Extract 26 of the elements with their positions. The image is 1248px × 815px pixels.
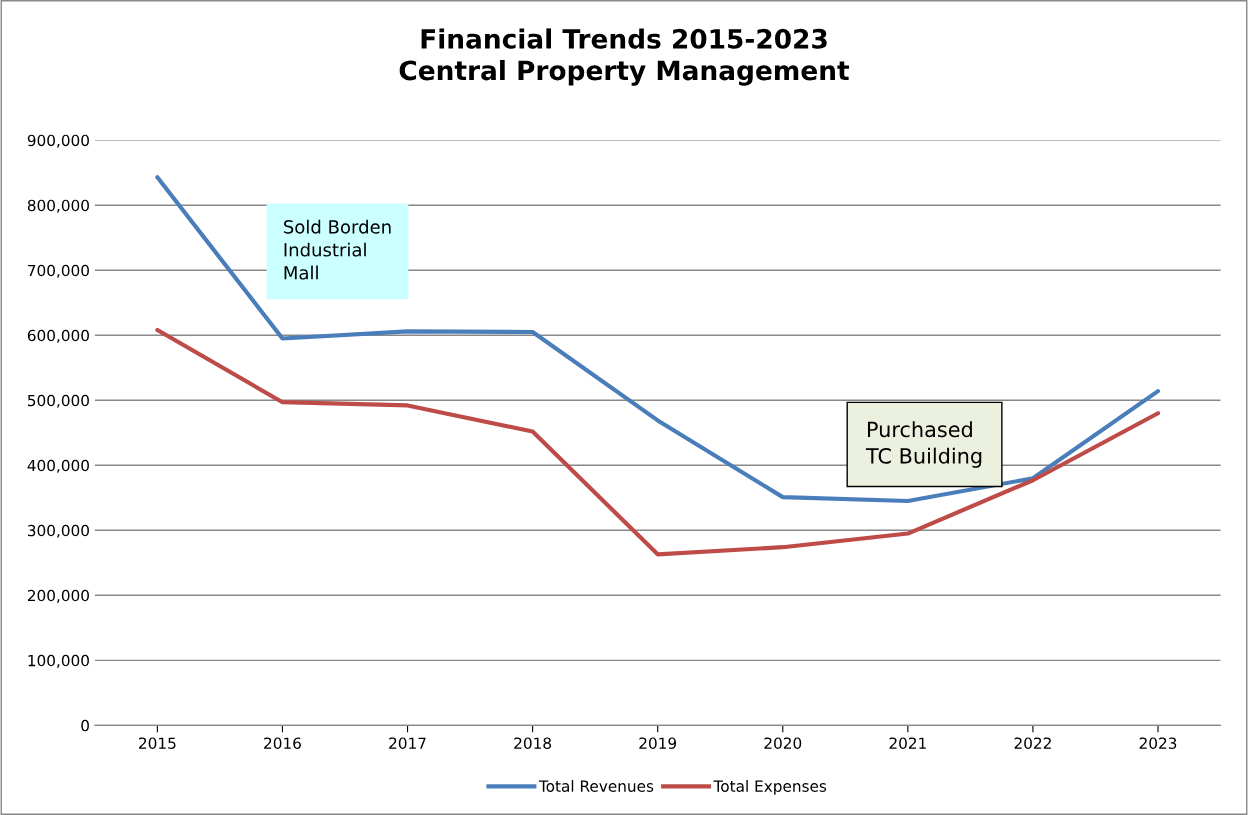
x-tick-label: 2023 <box>1139 737 1177 749</box>
line-series <box>155 327 1161 557</box>
x-tick-label: 2022 <box>1014 737 1051 749</box>
annotation: Purchased TC Building <box>865 421 982 468</box>
chart-title: Financial Trends 2015-2023 Central Property Management <box>399 28 850 86</box>
x-tick-label: 2018 <box>514 737 552 749</box>
y-tick-label: 300,000 <box>27 524 89 538</box>
y-tick-label: 800,000 <box>27 199 89 213</box>
legend-label: Total Revenues <box>538 780 654 792</box>
x-tick-label: 2020 <box>764 737 802 749</box>
y-tick-label: 400,000 <box>27 459 89 473</box>
annotation: Sold Borden Industrial Mall <box>284 219 391 280</box>
x-tick-label: 2019 <box>639 737 677 749</box>
x-tick-label: 2016 <box>264 737 301 749</box>
legend-label: Total Expenses <box>713 780 827 795</box>
line-series <box>155 175 1161 504</box>
x-tick-label: 2017 <box>389 737 426 749</box>
y-tick-label: 700,000 <box>28 264 89 278</box>
x-tick-label: 2021 <box>889 737 926 749</box>
y-tick-label: 900,000 <box>27 134 89 148</box>
y-tick-label: 100,000 <box>28 654 89 668</box>
y-tick-label: 0 <box>81 719 89 732</box>
y-tick-label: 200,000 <box>27 589 89 603</box>
x-tick-label: 2015 <box>139 737 176 749</box>
y-tick-label: 500,000 <box>27 394 89 408</box>
y-tick-label: 600,000 <box>27 329 89 343</box>
